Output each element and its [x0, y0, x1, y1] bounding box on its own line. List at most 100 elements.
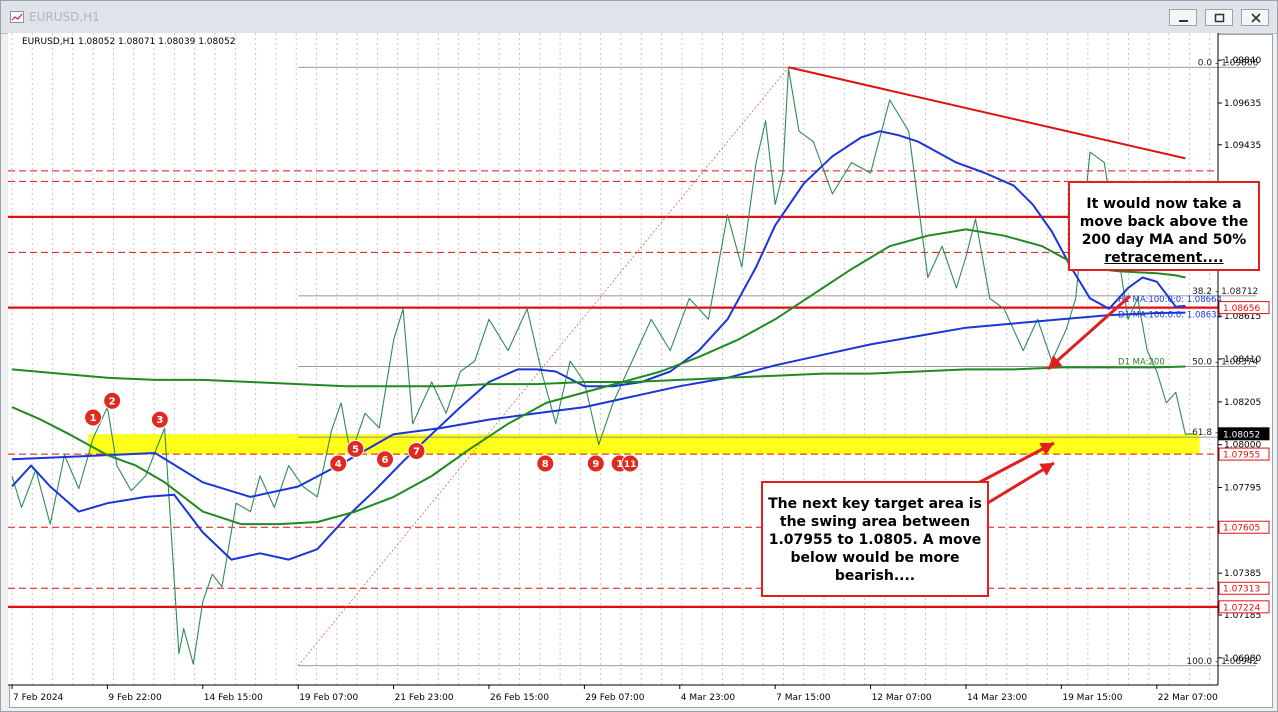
callout-top-line: 200 day MA and 50% [1081, 232, 1247, 248]
swing-marker [150, 410, 169, 429]
price-tag [1218, 447, 1270, 461]
callout-bottom-line: below would be more [790, 550, 960, 566]
swing-marker [536, 454, 555, 473]
swing-marker [346, 439, 365, 458]
callout-top-line: move back above the [1079, 214, 1249, 230]
y-tick-label: 1.09435 [1224, 141, 1261, 151]
y-tick-label: 1.08410 [1224, 355, 1261, 365]
close-button[interactable] [1241, 9, 1269, 26]
price-chart[interactable]: 0.0 - 1.09806 38.2 - 1.08712 50.0 - 1.0837… [8, 33, 1272, 707]
callout-top: It would now take a move back above the … [1068, 181, 1260, 271]
symbol-info-label: EURUSD,H1 1.08052 1.08071 1.08039 1.0805… [22, 37, 235, 47]
callout-bottom-line: bearish.... [834, 568, 916, 584]
swing-marker-label: 11 [624, 460, 637, 470]
swing-marker-label: 8 [542, 459, 549, 470]
chart-axes: 1.09840 1.09635 1.09435 1.08615 1.08410 1.082… [8, 33, 1270, 703]
x-tick-label: 22 Mar 07:00 [1158, 693, 1218, 703]
arrow-head [1048, 355, 1063, 369]
y-tick-label: 1.07185 [1224, 611, 1261, 621]
chart-grid [8, 33, 1218, 685]
y-tick-label: 1.08000 [1224, 441, 1261, 451]
y-tick-label: 1.06980 [1224, 654, 1261, 664]
plot-background [8, 33, 1218, 685]
arrow-shaft [1047, 294, 1131, 371]
maximize-button[interactable] [1205, 9, 1233, 26]
price-tag-label: 1.07605 [1223, 524, 1260, 534]
fib-level-label: 50.0 - 1.08374 [1192, 358, 1258, 368]
ma-label: D1 MA:200 [1118, 358, 1165, 368]
fib-diagonal [297, 67, 789, 667]
y-tick-label: 1.08615 [1224, 312, 1261, 322]
callout-bottom-line: The next key target area is [768, 496, 982, 512]
arrow-shaft [985, 461, 1055, 506]
swing-marker-label: 4 [335, 459, 342, 470]
x-tick-label: 26 Feb 15:00 [490, 693, 549, 703]
swing-marker-label: 2 [109, 396, 116, 407]
x-tick-label: 7 Feb 2024 [13, 693, 64, 703]
y-tick-label: 1.07795 [1224, 484, 1261, 494]
swing-marker-label: 7 [413, 446, 420, 457]
swing-marker-label: 5 [352, 444, 359, 455]
trendline [788, 66, 1186, 160]
window-title: EURUSD,H1 [29, 10, 100, 24]
swing-marker [621, 454, 640, 473]
price-tag-label: 1.07224 [1223, 603, 1260, 613]
x-tick-label: 9 Feb 22:00 [108, 693, 162, 703]
price-tag-label: 1.08656 [1223, 304, 1260, 314]
minimize-icon [1179, 20, 1188, 22]
price-tag-label: 1.07313 [1223, 585, 1260, 595]
swing-marker [329, 454, 348, 473]
callout-bottom: The next key target area is the swing ar… [761, 481, 989, 597]
series-ma_d1_100 [11, 311, 1186, 498]
x-tick-label: 29 Feb 07:00 [585, 693, 644, 703]
swing-marker-label: 1 [90, 413, 97, 424]
trendline-line [788, 66, 1186, 160]
swing-marker-label: 1 [616, 459, 623, 470]
x-tick-label: 19 Feb 07:00 [299, 693, 358, 703]
swing-marker [407, 441, 426, 460]
price-tag-label: 1.07955 [1223, 451, 1260, 461]
fibonacci-retracement: 0.0 - 1.09806 38.2 - 1.08712 50.0 - 1.0837… [297, 58, 1259, 667]
swing-marker [103, 391, 122, 410]
series-ma_h1_200 [11, 228, 1186, 526]
x-tick-label: 21 Feb 23:00 [395, 693, 454, 703]
callout-bottom-line: 1.07955 to 1.0805. A move [768, 532, 982, 548]
chart-series [11, 67, 1195, 665]
x-tick-label: 14 Feb 15:00 [204, 693, 263, 703]
y-tick-label: 1.07385 [1224, 569, 1261, 579]
x-tick-label: 4 Mar 23:00 [681, 693, 736, 703]
swing-marker [586, 454, 605, 473]
horizontal-levels [8, 170, 1218, 608]
arrow-head [1039, 442, 1054, 456]
y-tick-label: 1.08205 [1224, 398, 1261, 408]
y-tick-label: 1.09840 [1224, 56, 1261, 66]
series-price [11, 67, 1195, 665]
x-tick-label: 19 Mar 15:00 [1062, 693, 1122, 703]
swing-marker-label: 6 [382, 455, 389, 466]
x-tick-label: 7 Mar 15:00 [776, 693, 831, 703]
swing-marker [84, 408, 103, 427]
price-tag [1218, 600, 1270, 614]
price-tag [1218, 520, 1270, 534]
x-tick-label: 12 Mar 07:00 [872, 693, 932, 703]
y-tick-label: 1.09635 [1224, 99, 1261, 109]
callout-top-line: It would now take a [1086, 196, 1242, 212]
swing-marker-label: 9 [592, 459, 599, 470]
chart-window-icon [10, 11, 24, 23]
annotation-arrows [977, 294, 1131, 506]
minimize-button[interactable] [1169, 9, 1197, 26]
close-icon [1251, 13, 1261, 23]
callout-top-line: retracement.... [1104, 250, 1224, 266]
x-tick-label: 14 Mar 23:00 [967, 693, 1027, 703]
title-bar: EURUSD,H1 [1, 1, 1277, 34]
ma-label: D1 MA:100:0:0: 1.08632 [1118, 311, 1222, 321]
arrow-shaft [977, 441, 1055, 485]
swing-marker-label: 3 [156, 415, 163, 426]
price-tag [1218, 581, 1270, 595]
swing-marker [376, 450, 395, 469]
price-tag [1218, 301, 1270, 315]
fib-level-label: 0.0 - 1.09806 [1198, 58, 1259, 68]
callout-bottom-line: the swing area between [779, 514, 971, 530]
price-tag-label: 1.08052 [1223, 430, 1260, 440]
